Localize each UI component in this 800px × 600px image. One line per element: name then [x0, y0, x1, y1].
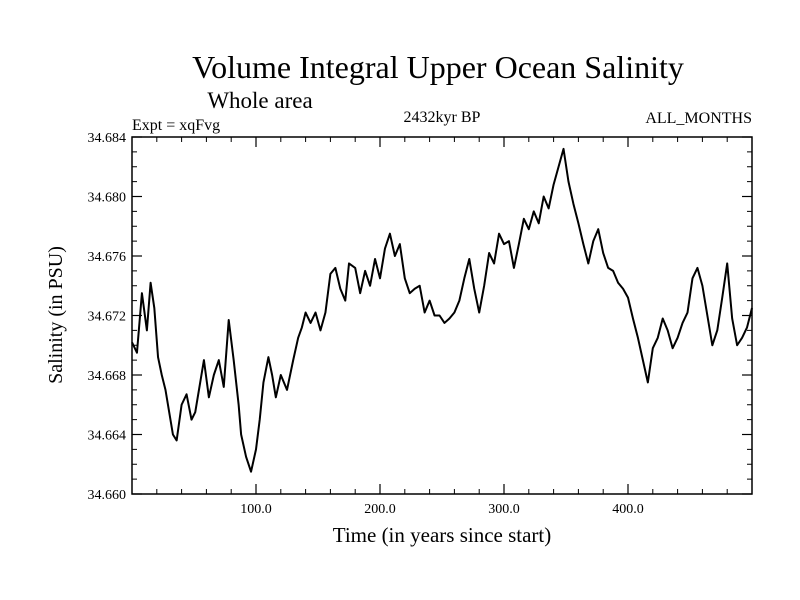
chart-title: Volume Integral Upper Ocean Salinity [192, 49, 684, 85]
x-tick-label: 300.0 [488, 502, 520, 517]
y-tick-label: 34.664 [88, 429, 127, 444]
y-axis-ticks [132, 136, 752, 495]
y-tick-label: 34.684 [88, 131, 127, 146]
series-line-salinity [131, 147, 753, 473]
x-axis-label: Time (in years since start) [333, 523, 552, 547]
x-tick-label: 100.0 [240, 502, 272, 517]
x-tick-label: 200.0 [364, 502, 396, 517]
experiment-label: Expt = xqFvg [132, 117, 220, 134]
y-tick-label: 34.668 [88, 369, 127, 384]
y-tick-label: 34.680 [88, 191, 127, 206]
months-label: ALL_MONTHS [645, 110, 752, 127]
y-tick-label: 34.672 [88, 310, 127, 325]
x-axis-ticks [131, 137, 753, 494]
y-axis-label: Salinity (in PSU) [45, 246, 67, 384]
y-tick-label: 34.660 [88, 488, 127, 503]
period-label: 2432kyr BP [404, 109, 481, 126]
chart-subtitle: Whole area [207, 88, 312, 113]
y-axis-tick-labels: 34.660 34.664 34.668 34.672 34.676 34.680 34.6… [88, 131, 127, 503]
y-tick-label: 34.676 [88, 250, 127, 265]
plot-frame [131, 136, 753, 495]
x-tick-label: 400.0 [612, 502, 644, 517]
x-axis-tick-labels: 100.0 200.0 300.0 400.0 [240, 502, 644, 517]
